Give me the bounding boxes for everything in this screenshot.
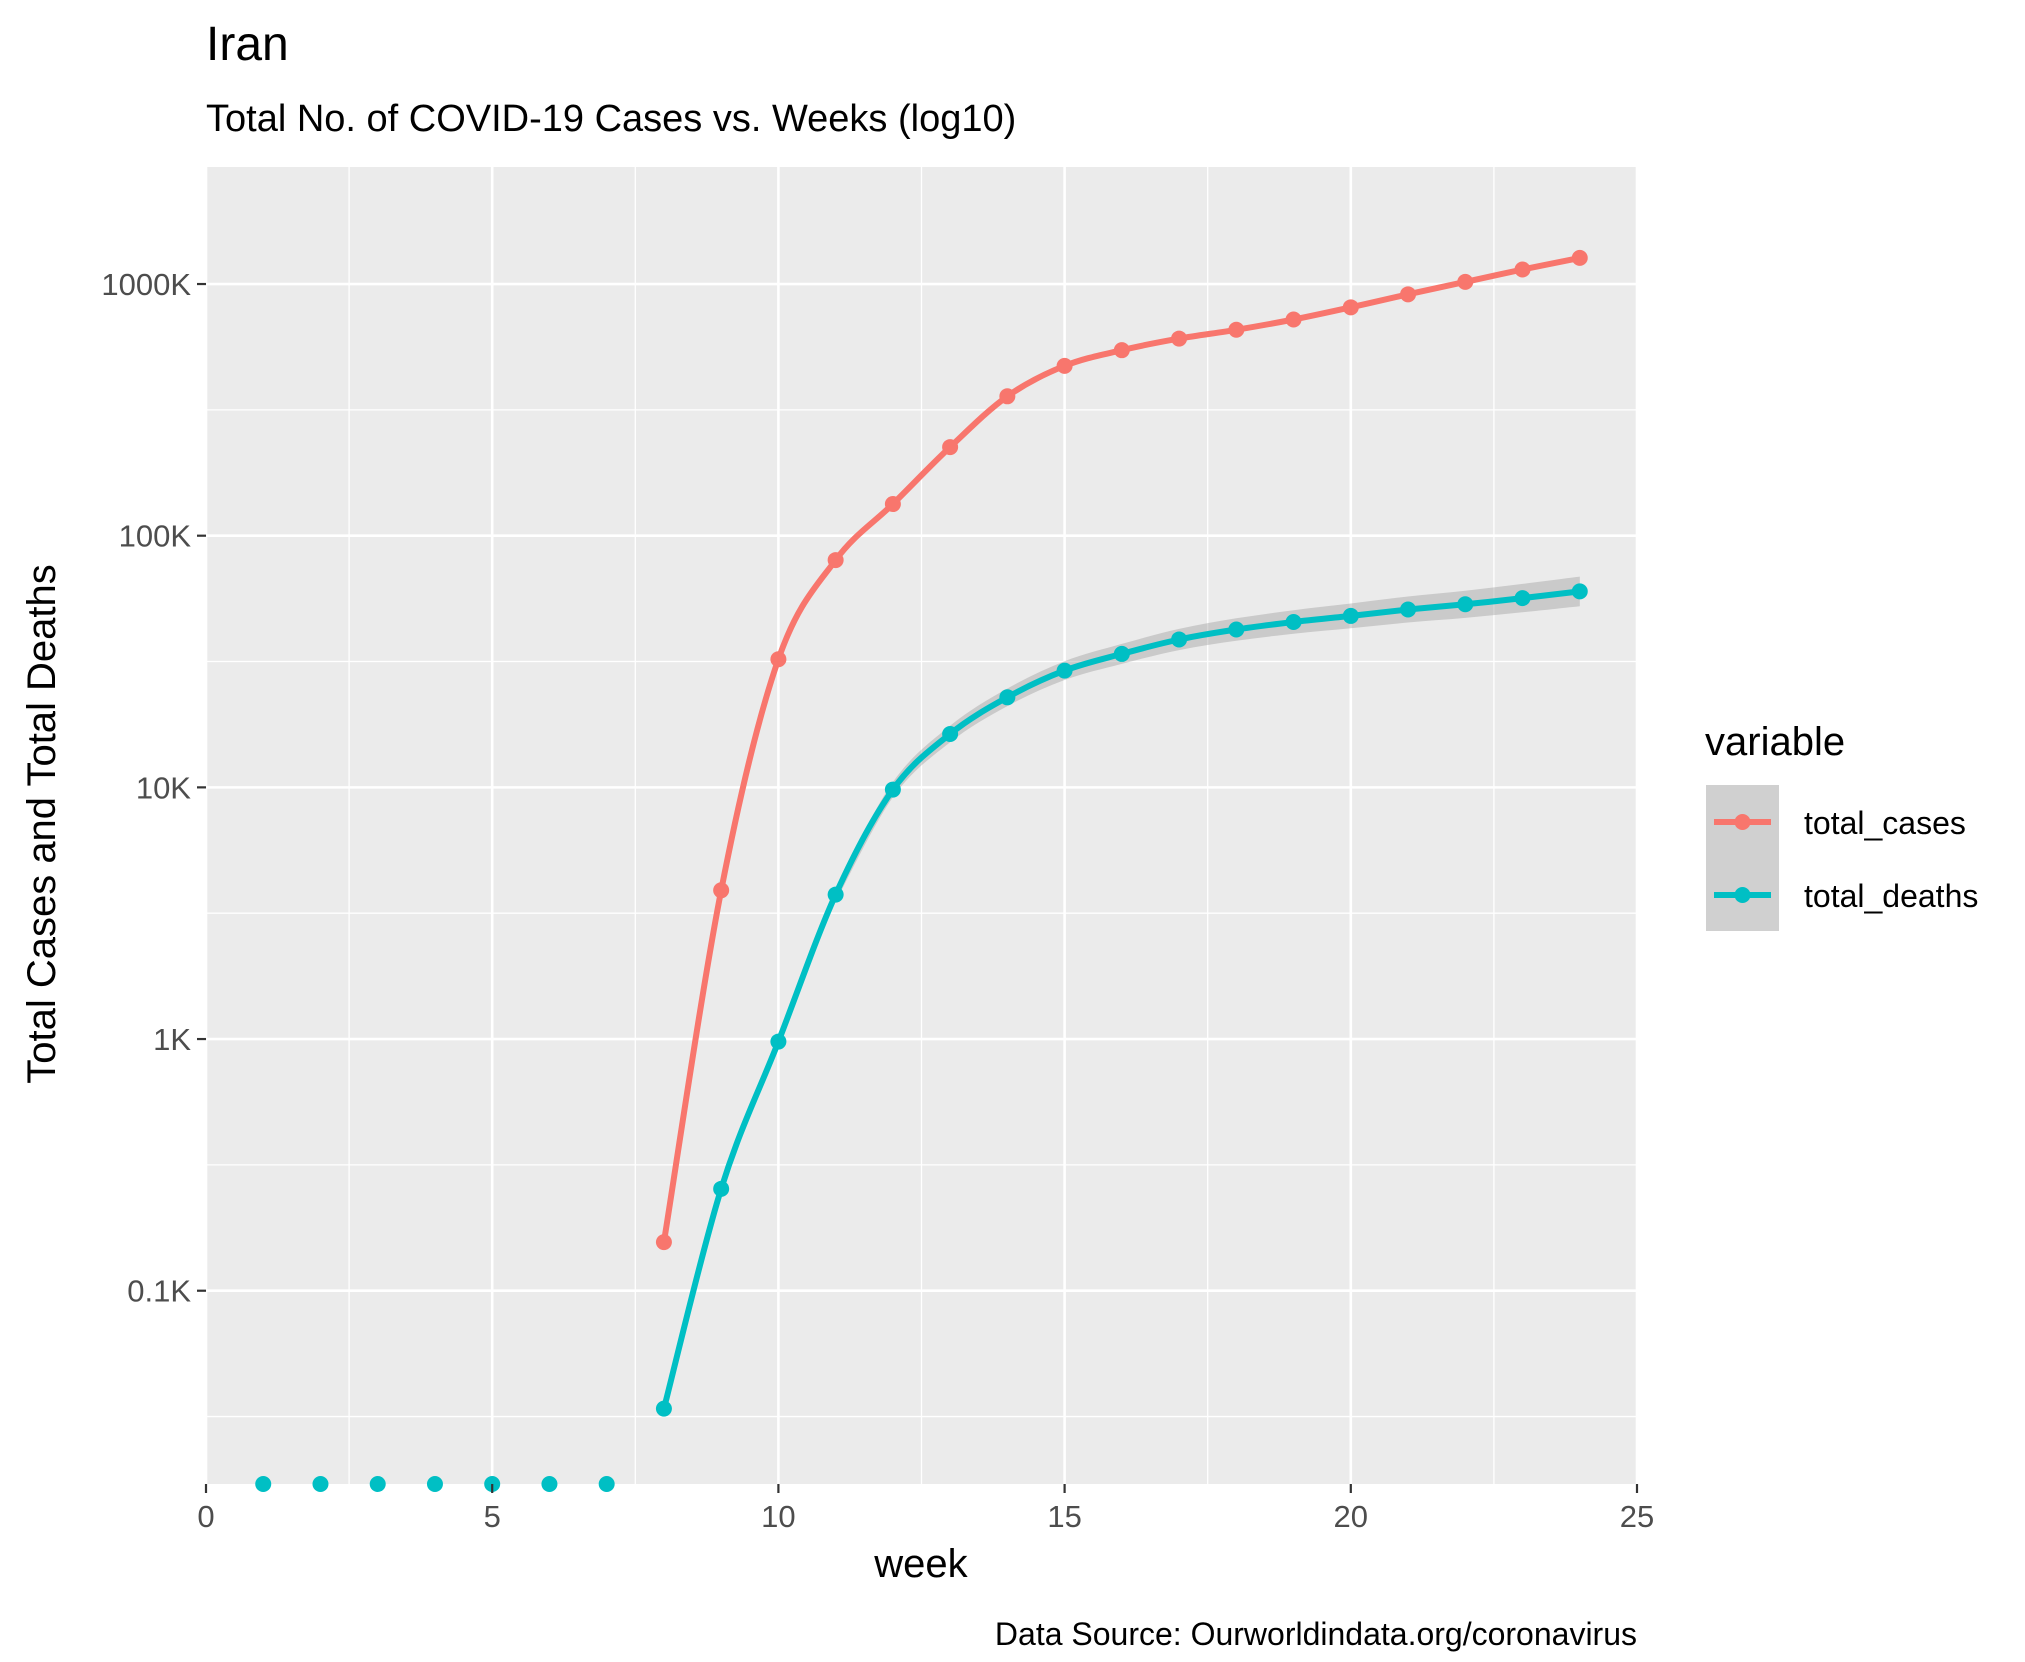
data-point-total_deaths (1571, 583, 1588, 600)
data-point-total_deaths (1342, 607, 1359, 624)
data-point-total_cases (1457, 273, 1474, 290)
data-point-total_deaths (1457, 596, 1474, 613)
data-point-total_deaths (1171, 631, 1188, 648)
data-point-total_cases (770, 651, 787, 668)
data-point-total_cases (1171, 330, 1188, 347)
data-point-total_cases (827, 552, 844, 569)
data-point-total_cases (1113, 342, 1130, 359)
data-point-total_deaths (713, 1180, 730, 1197)
data-point-total_cases (1228, 321, 1245, 338)
data-point-total_cases (1400, 286, 1417, 303)
data-point-total_cases (1056, 357, 1073, 374)
legend: variable total_cases total_deaths (1705, 720, 1978, 931)
legend-label-total_cases: total_cases (1804, 805, 1966, 841)
y-tick-label: 0.1K (127, 1274, 191, 1309)
data-point-total_deaths (1514, 590, 1531, 607)
data-point-total_deaths (655, 1400, 672, 1417)
data-point-total_cases (999, 388, 1016, 405)
data-point-total_cases (942, 439, 959, 456)
series-points (255, 249, 1588, 1492)
data-point-total_deaths (1228, 621, 1245, 638)
legend-title: variable (1705, 720, 1845, 764)
plot-panel (204, 167, 1639, 1484)
data-point-total_deaths (1285, 614, 1302, 631)
y-tick-label: 1000K (101, 267, 191, 302)
data-point-total_deaths (942, 725, 959, 742)
data-point-total_cases (1514, 261, 1531, 278)
legend-label-total_deaths: total_deaths (1804, 878, 1978, 914)
confidence-bands (835, 576, 1580, 902)
legend-key-background (1706, 785, 1779, 931)
data-point-total_deaths (884, 781, 901, 798)
confidence-band-total_deaths (835, 576, 1580, 902)
y-axis-label: Total Cases and Total Deaths (20, 564, 64, 1084)
caption: Data Source: Ourworldindata.org/coronavi… (995, 1616, 1637, 1652)
data-point-total_deaths (312, 1476, 329, 1492)
x-tick-label: 20 (1334, 1499, 1368, 1534)
data-point-total_deaths (999, 689, 1016, 706)
data-point-total_deaths (1400, 601, 1417, 618)
y-tick-label: 10K (136, 770, 191, 805)
x-tick-label: 0 (197, 1499, 214, 1534)
x-axis-label: week (873, 1542, 968, 1586)
x-tick-label: 5 (484, 1499, 501, 1534)
data-point-total_deaths (1113, 645, 1130, 662)
x-tick-label: 10 (761, 1499, 795, 1534)
data-point-total_deaths (426, 1476, 443, 1492)
chart-title: Iran (206, 18, 289, 71)
data-point-total_cases (713, 882, 730, 899)
data-point-total_deaths (770, 1033, 787, 1050)
data-point-total_deaths (1056, 662, 1073, 679)
y-tick-label: 100K (119, 519, 192, 554)
x-tick-label: 15 (1047, 1499, 1081, 1534)
data-point-total_deaths (255, 1476, 272, 1492)
data-point-total_deaths (598, 1476, 615, 1492)
axes: 0 5 10 15 20 25 0.1K 1K 10K 100K 1000K (101, 267, 1654, 1534)
data-point-total_deaths (369, 1476, 386, 1492)
legend-point-total_cases (1734, 814, 1751, 830)
data-point-total_deaths (541, 1476, 558, 1492)
chart-subtitle: Total No. of COVID-19 Cases vs. Weeks (l… (206, 98, 1016, 140)
x-tick-label: 25 (1620, 1499, 1654, 1534)
data-point-total_cases (655, 1234, 672, 1251)
y-tick-label: 1K (153, 1022, 191, 1057)
legend-point-total_deaths (1734, 887, 1751, 903)
data-point-total_cases (884, 496, 901, 513)
data-point-total_cases (1342, 299, 1359, 316)
data-point-total_cases (1571, 249, 1588, 266)
data-point-total_cases (1285, 311, 1302, 328)
data-point-total_deaths (827, 886, 844, 903)
